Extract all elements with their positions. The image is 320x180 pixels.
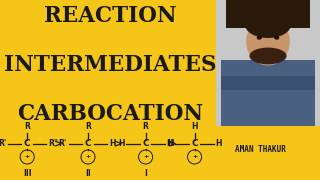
Text: C: C	[24, 140, 30, 148]
Text: H: H	[118, 140, 124, 148]
Text: R: R	[85, 122, 91, 131]
Text: R: R	[24, 122, 30, 131]
Text: R": R"	[48, 140, 58, 148]
Bar	[216, 0, 320, 126]
Ellipse shape	[257, 36, 262, 40]
Text: >: >	[167, 139, 176, 149]
Text: H: H	[216, 140, 222, 148]
Bar	[221, 60, 315, 126]
Text: H: H	[191, 122, 198, 131]
Text: >: >	[54, 139, 63, 149]
Text: +: +	[143, 154, 148, 159]
Text: II: II	[85, 169, 91, 178]
Ellipse shape	[245, 12, 291, 38]
Text: H: H	[109, 140, 116, 148]
Text: I: I	[144, 169, 147, 178]
Text: AMAN THAKUR: AMAN THAKUR	[236, 145, 286, 154]
Text: +: +	[85, 154, 91, 159]
Bar	[227, 0, 310, 28]
Text: H: H	[167, 140, 173, 148]
Text: R: R	[143, 122, 148, 131]
Text: III: III	[23, 169, 31, 178]
Text: H: H	[167, 140, 173, 148]
Text: +: +	[192, 154, 197, 159]
Ellipse shape	[274, 36, 279, 40]
Text: C: C	[191, 140, 198, 148]
Text: >: >	[113, 139, 122, 149]
Bar	[221, 76, 315, 90]
Ellipse shape	[249, 48, 287, 64]
Text: R': R'	[59, 140, 67, 148]
Text: C: C	[85, 140, 91, 148]
Ellipse shape	[246, 18, 290, 66]
Text: C: C	[142, 140, 149, 148]
Text: INTERMEDIATES: INTERMEDIATES	[4, 54, 217, 76]
Text: CARBOCATION: CARBOCATION	[17, 103, 204, 125]
Text: +: +	[25, 154, 30, 159]
Text: REACTION: REACTION	[44, 5, 177, 27]
Text: R': R'	[0, 140, 6, 148]
